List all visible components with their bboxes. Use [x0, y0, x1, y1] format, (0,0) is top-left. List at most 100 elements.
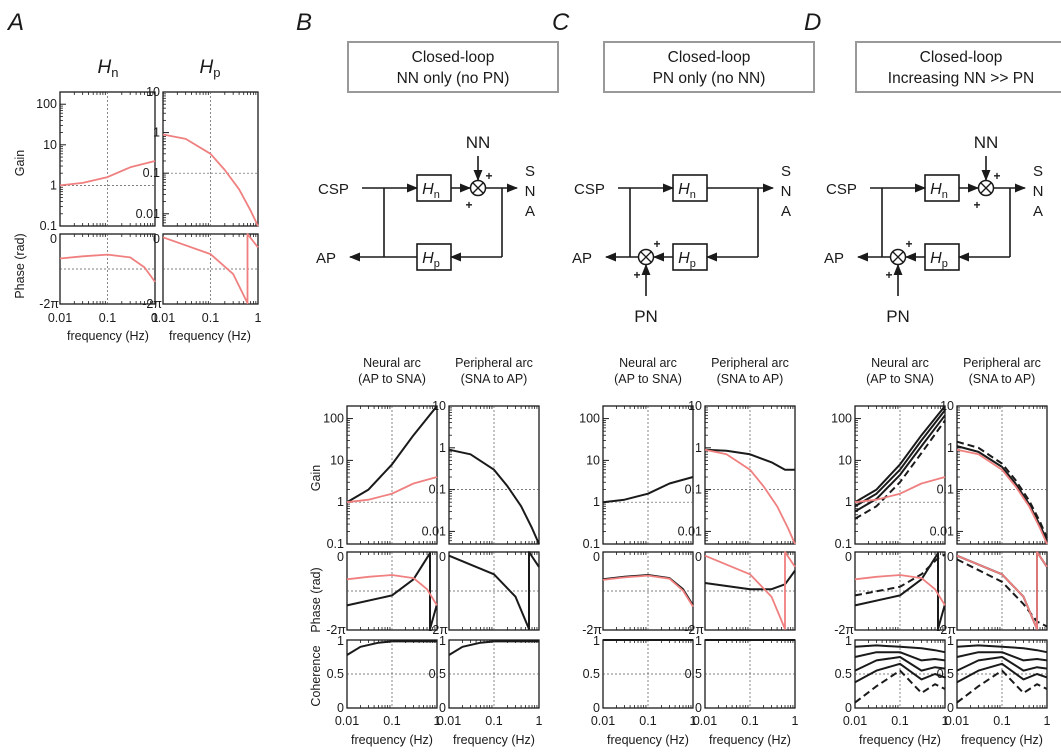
panel-c-neural-xtick-label: 0.01: [591, 714, 615, 728]
panel-b-peripheral-coherence-ytick-label: 0.5: [429, 667, 446, 681]
panel-c-neural-phase-ytick-label: -2π: [582, 623, 602, 637]
panel-c-hp-plus: +: [653, 237, 660, 251]
panel-c-peripheral-phase-ytick-label: -2π: [684, 623, 704, 637]
panel-d-sna-label-1: N: [1033, 183, 1044, 200]
panel-b-neural-title-1: Neural arc: [363, 356, 421, 370]
panel-a-hp-gain-ytick-label: 1: [153, 126, 160, 140]
series-red-line-0: [162, 233, 259, 305]
panel-c-peripheral-gain-ytick-label: 1: [695, 441, 702, 455]
panel-d-hp-label-base: H: [930, 250, 942, 267]
panel-c-peripheral-xlabel: frequency (Hz): [709, 733, 791, 747]
panel-d-box-line-2: Increasing NN >> PN: [888, 70, 1034, 87]
series-black-line-0: [704, 448, 795, 471]
panel-d-hp-block: [924, 243, 960, 271]
panel-c-sna-label-1: N: [781, 183, 792, 200]
panel-a-hn-title-base: H: [98, 57, 112, 78]
panel-c-peripheral-coherence-ytick-label: 0.5: [685, 667, 702, 681]
panel-a-hn-phase-ytick-label: -2π: [39, 297, 59, 311]
panel-d-neural-xtick-label: 0.01: [843, 714, 867, 728]
series-red-line-0: [162, 133, 259, 227]
panel-b-nn-plus: +: [485, 169, 492, 183]
row-label-phase: Phase (rad): [309, 567, 323, 632]
panel-d-neural-phase-ytick-label: -2π: [834, 623, 854, 637]
panel-c-neural-title-1: Neural arc: [619, 356, 677, 370]
panel-a-hn-gain-ytick-label: 100: [36, 97, 57, 111]
panel-c-box-line-2: PN only (no NN): [653, 70, 766, 87]
panel-d-peripheral-gain-ytick-label: 0.1: [937, 483, 954, 497]
series-red-line-2: [854, 574, 946, 606]
series-black-line-3: [854, 419, 946, 520]
panel-a-letter: A: [6, 9, 24, 36]
panel-d-pn-sum-node-x2: [892, 251, 904, 263]
series-black-line-3: [854, 662, 946, 684]
panel-c-neural-xtick-label: 1: [690, 714, 697, 728]
panel-d-peripheral-coherence-ytick-label: 0: [947, 701, 954, 715]
panel-a-hn-gain-ytick-label: 10: [43, 138, 57, 152]
panel-d-peripheral-gain-ytick-label: 0.01: [930, 524, 954, 538]
panel-d-neural-gain-ytick-label: 1: [845, 495, 852, 509]
panel-a-hn-gain-ytick-label: 1: [50, 178, 57, 192]
panel-c-neural-gain-ytick-label: 1: [593, 495, 600, 509]
series-black-line-0: [854, 405, 946, 504]
panel-b-neural-xlabel: frequency (Hz): [351, 733, 433, 747]
panel-b-neural-gain-ytick-label: 0.1: [327, 537, 344, 551]
series-black-line-1: [956, 558, 1048, 628]
panel-c-hp-label: Hp: [678, 250, 696, 270]
panel-d-neural-coherence-ytick-label: 1: [845, 634, 852, 648]
panel-a-hn-xtick-label: 0.1: [99, 311, 116, 325]
panel-c-condition-box: [603, 41, 815, 93]
series-red-line-1: [602, 574, 694, 608]
panel-b-peripheral-xtick-label: 1: [536, 714, 543, 728]
panel-c-letter: C: [552, 9, 570, 36]
panel-d-csp-label: CSP: [826, 181, 857, 198]
panel-d-ap-label: AP: [824, 250, 844, 267]
panel-d-box-line-1: Closed-loop: [920, 49, 1003, 66]
panel-d-peripheral-title-2: (SNA to AP): [969, 372, 1036, 386]
series-black-line-1: [854, 409, 946, 508]
panel-b-peripheral-phase-ytick-label: -2π: [428, 623, 448, 637]
panel-c-hp-label-sub: p: [690, 258, 696, 270]
panel-c-hp-label-base: H: [678, 250, 690, 267]
panel-d-peripheral-title-1: Peripheral arc: [963, 356, 1041, 370]
panel-b-hn-plus: +: [465, 198, 472, 212]
panel-b-peripheral-gain-ytick-label: 0.1: [429, 483, 446, 497]
panel-d-condition-box: [855, 41, 1061, 93]
series-red-line-2: [956, 551, 1048, 630]
panel-c-peripheral-gain-ytick-label: 0.1: [685, 483, 702, 497]
panel-d-neural-title-2: (AP to SNA): [866, 372, 934, 386]
panel-b-peripheral-gain-ytick-label: 1: [439, 441, 446, 455]
panel-d-neural-xlabel: frequency (Hz): [859, 733, 941, 747]
panel-d-hp-label: Hp: [930, 250, 948, 270]
panel-c-peripheral-phase-ytick-label: 0: [695, 550, 702, 564]
panel-b-hn-label-sub: n: [434, 189, 440, 201]
series-black-line-0: [448, 551, 540, 630]
panel-a-hp-title-base: H: [200, 57, 214, 78]
panel-b-nn-label: NN: [466, 133, 491, 152]
panel-a-hp-gain-ytick-label: 10: [146, 85, 160, 99]
panel-a-hp-xlabel: frequency (Hz): [169, 329, 251, 343]
panel-b-sna-label-0: S: [525, 163, 535, 180]
panel-a-hn-phase-ytick-label: 0: [50, 232, 57, 246]
panel-b-condition-box: [347, 41, 559, 93]
series-black-line-0: [346, 552, 438, 630]
panel-d-peripheral-xtick-label: 0.1: [993, 714, 1010, 728]
panel-b-letter: B: [296, 9, 312, 36]
panel-d-sna-label-0: S: [1033, 163, 1043, 180]
panel-b-hp-label-sub: p: [434, 258, 440, 270]
panel-a-hp-gain-ytick-label: 0.01: [136, 207, 160, 221]
panel-d-peripheral-phase-ytick-label: -2π: [936, 623, 956, 637]
series-black-line-4: [854, 669, 946, 704]
series-black-line-1: [956, 440, 1048, 539]
panel-c-peripheral-gain-ytick-label: 10: [688, 399, 702, 413]
panel-c-neural-xlabel: frequency (Hz): [607, 733, 689, 747]
panel-c-peripheral-coherence-ytick-label: 1: [695, 634, 702, 648]
series-red-line-1: [704, 448, 796, 545]
panel-d-hn-label-base: H: [930, 181, 942, 198]
panel-b-neural-gain-ytick-label: 1: [337, 495, 344, 509]
panel-a-hp-xtick-label: 0.1: [202, 311, 219, 325]
panel-c-pn-plus: +: [633, 268, 640, 282]
panel-c-hn-label-sub: n: [690, 189, 696, 201]
panel-a-hp-xtick-label: 1: [255, 311, 262, 325]
series-black-line-2: [854, 656, 946, 672]
